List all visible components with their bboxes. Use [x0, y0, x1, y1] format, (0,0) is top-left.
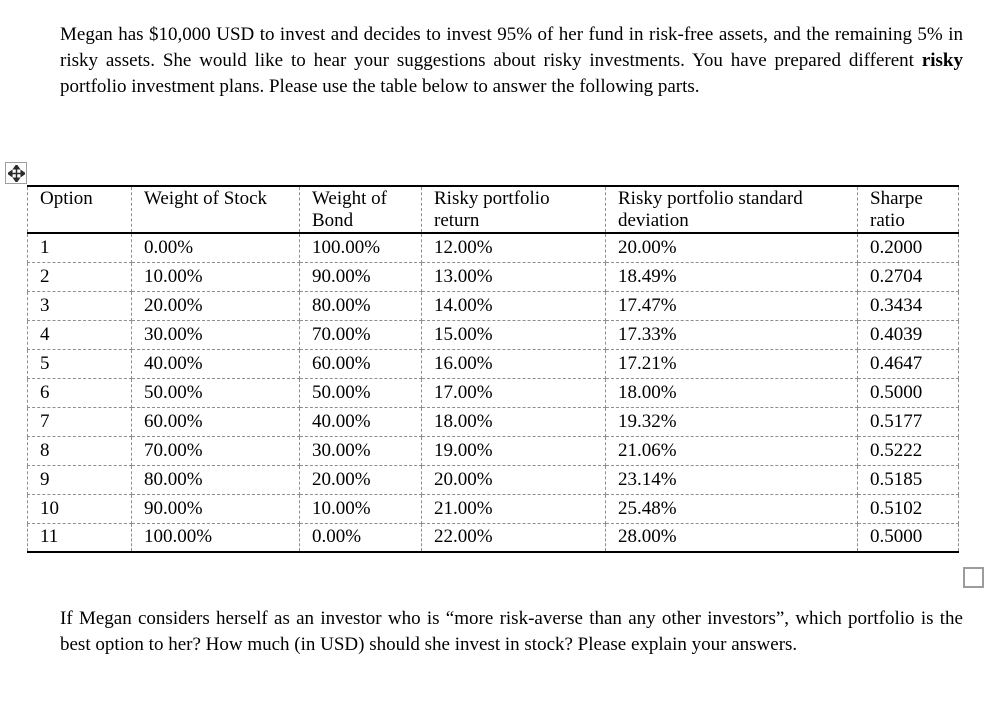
- table-cell: 18.00%: [605, 377, 858, 408]
- table-cell: 23.14%: [605, 464, 858, 495]
- table-cell: 100.00%: [131, 522, 300, 553]
- col-header-risky-portfolio-std-dev: Risky portfolio standard deviation: [605, 185, 858, 234]
- table-cell: 90.00%: [299, 261, 422, 292]
- table-cell: 0.00%: [131, 232, 300, 263]
- table-cell: 22.00%: [421, 522, 606, 553]
- intro-bold-word: risky: [921, 50, 963, 71]
- risky-portfolio-table: Option Weight of Stock Weight of Bond Ri…: [27, 185, 959, 553]
- table-cell: 18.49%: [605, 261, 858, 292]
- table-cell: 20.00%: [421, 464, 606, 495]
- table-row: 4 30.00% 70.00% 15.00% 17.33% 0.4039: [27, 319, 959, 350]
- table-cell: 14.00%: [421, 290, 606, 321]
- table-cell: 40.00%: [299, 406, 422, 437]
- table-cell: 0.5000: [857, 522, 959, 553]
- table-cell: 19.00%: [421, 435, 606, 466]
- table-header-row: Option Weight of Stock Weight of Bond Ri…: [27, 185, 959, 234]
- table-cell: 50.00%: [299, 377, 422, 408]
- table-row: 9 80.00% 20.00% 20.00% 23.14% 0.5185: [27, 464, 959, 495]
- table-cell: 15.00%: [421, 319, 606, 350]
- table-cell: 1: [27, 232, 132, 263]
- col-header-risky-portfolio-return: Risky portfolio return: [421, 185, 606, 234]
- table-row: 11 100.00% 0.00% 22.00% 28.00% 0.5000: [27, 522, 959, 553]
- table-cell: 19.32%: [605, 406, 858, 437]
- table-cell: 0.4039: [857, 319, 959, 350]
- table-cell: 30.00%: [299, 435, 422, 466]
- table-cell: 17.47%: [605, 290, 858, 321]
- table-cell: 0.3434: [857, 290, 959, 321]
- table-cell: 8: [27, 435, 132, 466]
- table-cell: 50.00%: [131, 377, 300, 408]
- table-cell: 70.00%: [131, 435, 300, 466]
- table-cell: 18.00%: [421, 406, 606, 437]
- table-cell: 10: [27, 493, 132, 524]
- table-cell: 70.00%: [299, 319, 422, 350]
- move-arrows-icon: [7, 164, 25, 182]
- table-cell: 0.5222: [857, 435, 959, 466]
- table-cell: 17.21%: [605, 348, 858, 379]
- table-cell: 25.48%: [605, 493, 858, 524]
- table-cell: 13.00%: [421, 261, 606, 292]
- table-row: 6 50.00% 50.00% 17.00% 18.00% 0.5000: [27, 377, 959, 408]
- table-resize-handle[interactable]: [963, 567, 984, 588]
- intro-paragraph: Megan has $10,000 USD to invest and deci…: [60, 22, 963, 100]
- table-cell: 30.00%: [131, 319, 300, 350]
- table-cell: 0.4647: [857, 348, 959, 379]
- table-cell: 17.00%: [421, 377, 606, 408]
- table-move-handle[interactable]: [5, 162, 27, 184]
- table-cell: 10.00%: [131, 261, 300, 292]
- table-cell: 0.5177: [857, 406, 959, 437]
- table-cell: 21.00%: [421, 493, 606, 524]
- table-cell: 4: [27, 319, 132, 350]
- table-row: 3 20.00% 80.00% 14.00% 17.47% 0.3434: [27, 290, 959, 321]
- table-cell: 11: [27, 522, 132, 553]
- table-cell: 16.00%: [421, 348, 606, 379]
- col-header-option: Option: [27, 185, 132, 234]
- table-cell: 20.00%: [299, 464, 422, 495]
- table-cell: 0.2704: [857, 261, 959, 292]
- table-row: 8 70.00% 30.00% 19.00% 21.06% 0.5222: [27, 435, 959, 466]
- table-cell: 90.00%: [131, 493, 300, 524]
- table-row: 2 10.00% 90.00% 13.00% 18.49% 0.2704: [27, 261, 959, 292]
- table-row: 1 0.00% 100.00% 12.00% 20.00% 0.2000: [27, 232, 959, 263]
- col-header-weight-of-bond: Weight of Bond: [299, 185, 422, 234]
- table-cell: 40.00%: [131, 348, 300, 379]
- table-cell: 6: [27, 377, 132, 408]
- table-cell: 10.00%: [299, 493, 422, 524]
- table-cell: 3: [27, 290, 132, 321]
- table-cell: 80.00%: [299, 290, 422, 321]
- table-cell: 0.00%: [299, 522, 422, 553]
- table-cell: 21.06%: [605, 435, 858, 466]
- table-cell: 0.5102: [857, 493, 959, 524]
- table-cell: 9: [27, 464, 132, 495]
- col-header-weight-of-stock: Weight of Stock: [131, 185, 300, 234]
- table-cell: 0.2000: [857, 232, 959, 263]
- table-cell: 5: [27, 348, 132, 379]
- table-cell: 20.00%: [131, 290, 300, 321]
- table-cell: 12.00%: [421, 232, 606, 263]
- intro-text-after: portfolio investment plans. Please use t…: [60, 76, 700, 97]
- col-header-sharpe-ratio: Sharpe ratio: [857, 185, 959, 234]
- table-cell: 60.00%: [131, 406, 300, 437]
- table-cell: 0.5185: [857, 464, 959, 495]
- table-cell: 28.00%: [605, 522, 858, 553]
- table-body: 1 0.00% 100.00% 12.00% 20.00% 0.2000 2 10.00% 90…: [27, 232, 959, 553]
- table-cell: 2: [27, 261, 132, 292]
- table-cell: 7: [27, 406, 132, 437]
- table-cell: 80.00%: [131, 464, 300, 495]
- intro-text-before: Megan has $10,000 USD to invest and deci…: [60, 24, 963, 71]
- table-row: 5 40.00% 60.00% 16.00% 17.21% 0.4647: [27, 348, 959, 379]
- table-cell: 60.00%: [299, 348, 422, 379]
- table-cell: 17.33%: [605, 319, 858, 350]
- table-cell: 0.5000: [857, 377, 959, 408]
- table-row: 7 60.00% 40.00% 18.00% 19.32% 0.5177: [27, 406, 959, 437]
- table-cell: 100.00%: [299, 232, 422, 263]
- table-cell: 20.00%: [605, 232, 858, 263]
- table-row: 10 90.00% 10.00% 21.00% 25.48% 0.5102: [27, 493, 959, 524]
- question-paragraph: If Megan considers herself as an investo…: [60, 608, 963, 655]
